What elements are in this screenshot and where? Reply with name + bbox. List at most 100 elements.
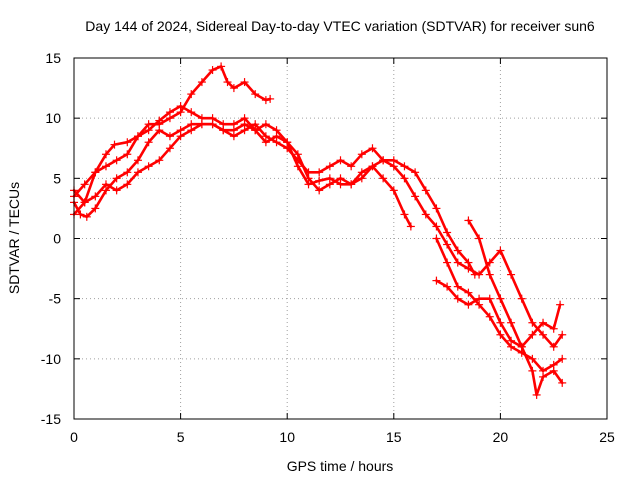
- data-point: [144, 138, 153, 147]
- data-point: [485, 294, 494, 303]
- data-point: [217, 62, 226, 71]
- data-point: [123, 150, 132, 159]
- data-point: [133, 156, 142, 165]
- data-point: [528, 330, 537, 339]
- data-point: [485, 270, 494, 279]
- data-point: [528, 354, 537, 363]
- data-point: [155, 126, 164, 135]
- series-track-1: [72, 65, 272, 216]
- data-point: [347, 180, 356, 189]
- data-point: [496, 246, 505, 255]
- x-tick-label: 0: [70, 429, 78, 445]
- data-point: [539, 330, 548, 339]
- y-tick-label: -10: [41, 351, 61, 367]
- data-point: [187, 126, 196, 135]
- data-point: [336, 156, 345, 165]
- data-point: [304, 174, 313, 183]
- data-point: [110, 140, 119, 149]
- data-point: [165, 132, 174, 141]
- data-point: [347, 162, 356, 171]
- data-point: [240, 120, 249, 129]
- data-point: [101, 150, 110, 159]
- data-point: [379, 156, 388, 165]
- chart-title: Day 144 of 2024, Sidereal Day-to-day VTE…: [85, 18, 595, 34]
- data-point: [400, 162, 409, 171]
- data-point: [325, 180, 334, 189]
- data-point: [144, 162, 153, 171]
- data-point: [453, 294, 462, 303]
- data-point: [261, 120, 270, 129]
- data-point: [251, 126, 260, 135]
- series-track-4: [72, 122, 413, 228]
- data-point: [91, 204, 100, 213]
- data-point: [229, 126, 238, 135]
- data-point: [266, 94, 275, 103]
- data-point: [443, 258, 452, 267]
- data-point: [325, 162, 334, 171]
- x-tick-label: 10: [279, 429, 295, 445]
- data-point: [208, 120, 217, 129]
- data-point: [293, 150, 302, 159]
- data-point: [80, 180, 89, 189]
- data-point: [176, 132, 185, 141]
- data-point: [549, 366, 558, 375]
- data-point: [155, 116, 164, 125]
- data-point: [315, 186, 324, 195]
- data-point: [507, 270, 516, 279]
- data-point: [411, 168, 420, 177]
- data-point: [549, 342, 558, 351]
- data-point: [539, 372, 548, 381]
- data-point: [464, 288, 473, 297]
- data-point: [528, 366, 537, 375]
- data-point: [315, 176, 324, 185]
- data-point: [507, 318, 516, 327]
- data-point: [261, 96, 270, 105]
- data-point: [432, 204, 441, 213]
- data-point: [229, 84, 238, 93]
- data-point: [112, 174, 121, 183]
- data-point: [379, 174, 388, 183]
- data-point: [443, 282, 452, 291]
- data-point: [421, 186, 430, 195]
- data-point: [485, 312, 494, 321]
- y-tick-label: -15: [41, 411, 61, 427]
- data-point: [197, 120, 206, 129]
- data-point: [558, 330, 567, 339]
- data-point: [558, 378, 567, 387]
- data-point: [475, 234, 484, 243]
- data-point: [223, 78, 232, 87]
- data-point: [368, 144, 377, 153]
- data-point: [315, 168, 324, 177]
- data-point: [389, 186, 398, 195]
- data-point: [165, 108, 174, 117]
- data-point: [187, 90, 196, 99]
- data-point: [368, 162, 377, 171]
- data-point: [123, 168, 132, 177]
- data-point: [517, 342, 526, 351]
- data-point: [176, 102, 185, 111]
- data-point: [453, 282, 462, 291]
- data-point: [432, 222, 441, 231]
- data-point: [133, 132, 142, 141]
- y-tick-label: 0: [53, 231, 61, 247]
- series-track-7: [435, 279, 562, 349]
- data-point: [400, 210, 409, 219]
- data-point: [411, 192, 420, 201]
- data-point: [165, 144, 174, 153]
- data-point: [475, 294, 484, 303]
- data-point: [400, 174, 409, 183]
- data-point: [528, 318, 537, 327]
- data-point: [240, 78, 249, 87]
- data-point: [539, 318, 548, 327]
- data-point: [517, 294, 526, 303]
- data-point: [432, 234, 441, 243]
- data-point: [453, 246, 462, 255]
- x-axis-label: GPS time / hours: [287, 458, 394, 474]
- data-point: [112, 186, 121, 195]
- data-point: [532, 390, 541, 399]
- data-point: [101, 180, 110, 189]
- x-tick-label: 15: [386, 429, 402, 445]
- data-point: [556, 300, 565, 309]
- data-point: [558, 354, 567, 363]
